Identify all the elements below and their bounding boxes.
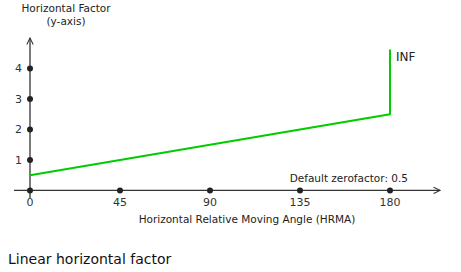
y-tick: [27, 96, 33, 102]
title: Linear horizontal factor: [8, 251, 172, 267]
line: [30, 50, 390, 175]
y-tick-label: 2: [15, 123, 22, 136]
x-tick-label: 0: [27, 196, 34, 209]
annotation: Default zerofactor: 0.5: [290, 172, 408, 184]
chart: 0 45 90 135 180 1 2 3 4 Horizontal Factor(y-axis)…: [0, 0, 461, 272]
x-tick: [27, 187, 33, 193]
x-tick: [117, 187, 123, 193]
y-axis-label: Horizontal Factor(y-axis): [21, 2, 111, 27]
x-tick: [387, 187, 393, 193]
y-tick: [27, 65, 33, 71]
y-tick: [27, 126, 33, 132]
y-tick-label: 4: [15, 62, 22, 75]
x-tick-label: 45: [113, 196, 127, 209]
y-tick-label: 1: [15, 154, 22, 167]
annotation: INF: [396, 50, 416, 64]
x-axis: [14, 190, 440, 191]
y-tick: [27, 157, 33, 163]
x-tick: [207, 187, 213, 193]
y-axis: [29, 38, 30, 198]
plot-area: [30, 50, 390, 175]
x-tick-label: 135: [290, 196, 311, 209]
x-tick-label: 90: [203, 196, 217, 209]
x-tick-label: 180: [380, 196, 401, 209]
x-tick: [297, 187, 303, 193]
y-tick-label: 3: [15, 93, 22, 106]
x-axis-label: Horizontal Relative Moving Angle (HRMA): [139, 213, 356, 225]
